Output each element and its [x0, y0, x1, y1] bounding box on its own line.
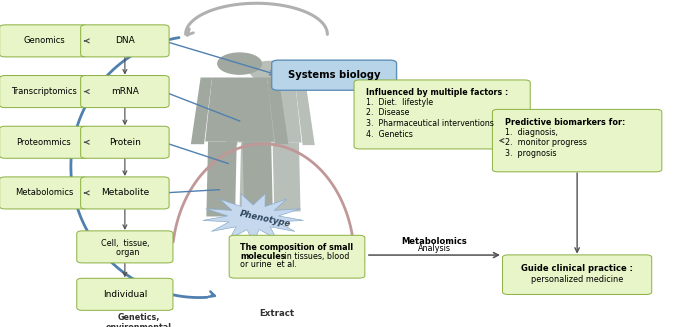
- Text: 3.  prognosis: 3. prognosis: [505, 149, 556, 158]
- Text: 4.  Genetics: 4. Genetics: [366, 130, 413, 139]
- FancyBboxPatch shape: [271, 60, 396, 90]
- Text: The composition of small: The composition of small: [240, 243, 353, 252]
- Text: 1.  Diet.  lifestyle: 1. Diet. lifestyle: [366, 97, 433, 107]
- FancyBboxPatch shape: [80, 76, 169, 108]
- Polygon shape: [191, 77, 212, 144]
- Text: Metabolomics: Metabolomics: [402, 237, 467, 246]
- Text: Guide clinical practice :: Guide clinical practice :: [521, 264, 633, 273]
- Text: personalized medicine: personalized medicine: [531, 275, 623, 284]
- FancyBboxPatch shape: [0, 76, 88, 108]
- Text: Metabolomics: Metabolomics: [15, 188, 73, 198]
- FancyBboxPatch shape: [502, 255, 651, 294]
- Text: Transcriptomics: Transcriptomics: [11, 87, 77, 96]
- Polygon shape: [240, 143, 267, 212]
- FancyBboxPatch shape: [0, 126, 88, 158]
- Text: molecules: molecules: [240, 252, 286, 261]
- FancyBboxPatch shape: [80, 177, 169, 209]
- Text: Individual: Individual: [103, 290, 147, 299]
- Text: Predictive biomarkers for:: Predictive biomarkers for:: [505, 118, 625, 127]
- FancyBboxPatch shape: [77, 278, 173, 310]
- Text: Cell,  tissue,: Cell, tissue,: [101, 239, 149, 248]
- FancyBboxPatch shape: [354, 80, 531, 149]
- FancyBboxPatch shape: [80, 126, 169, 158]
- Circle shape: [250, 61, 290, 81]
- Text: Proteommics: Proteommics: [16, 138, 72, 147]
- Text: or urine  et al.: or urine et al.: [240, 260, 297, 269]
- FancyBboxPatch shape: [0, 177, 88, 209]
- Text: 3.  Pharmaceutical interventions: 3. Pharmaceutical interventions: [366, 119, 494, 128]
- Polygon shape: [295, 84, 315, 145]
- Text: 1.  diagnosis,: 1. diagnosis,: [505, 128, 558, 137]
- FancyBboxPatch shape: [77, 231, 173, 263]
- Text: Protein: Protein: [109, 138, 141, 147]
- Text: DNA: DNA: [115, 36, 135, 45]
- FancyBboxPatch shape: [80, 25, 169, 57]
- Text: Extract: Extract: [259, 309, 294, 318]
- Polygon shape: [205, 77, 274, 141]
- Text: Phenotype: Phenotype: [239, 209, 292, 229]
- Circle shape: [218, 53, 261, 74]
- Text: Metabolite: Metabolite: [101, 188, 149, 198]
- Polygon shape: [273, 143, 300, 212]
- Text: Genomics: Genomics: [23, 36, 65, 45]
- Polygon shape: [267, 77, 288, 144]
- FancyBboxPatch shape: [0, 25, 88, 57]
- Text: Systems biology: Systems biology: [288, 70, 381, 80]
- Polygon shape: [207, 141, 237, 216]
- Text: organ: organ: [111, 248, 139, 257]
- Polygon shape: [242, 141, 273, 216]
- Text: 2.  monitor progress: 2. monitor progress: [505, 139, 587, 147]
- Text: Genetics,
environmental
changes: Genetics, environmental changes: [105, 313, 171, 327]
- Text: Influenced by multiple factors :: Influenced by multiple factors :: [366, 88, 508, 97]
- Polygon shape: [203, 194, 303, 242]
- FancyBboxPatch shape: [493, 109, 662, 172]
- Polygon shape: [225, 84, 245, 145]
- Text: 2.  Disease: 2. Disease: [366, 109, 410, 117]
- Polygon shape: [238, 84, 302, 143]
- FancyBboxPatch shape: [230, 235, 364, 278]
- Text: in tissues, blood: in tissues, blood: [282, 252, 350, 261]
- Text: mRNA: mRNA: [111, 87, 139, 96]
- Text: Analysis: Analysis: [418, 244, 451, 253]
